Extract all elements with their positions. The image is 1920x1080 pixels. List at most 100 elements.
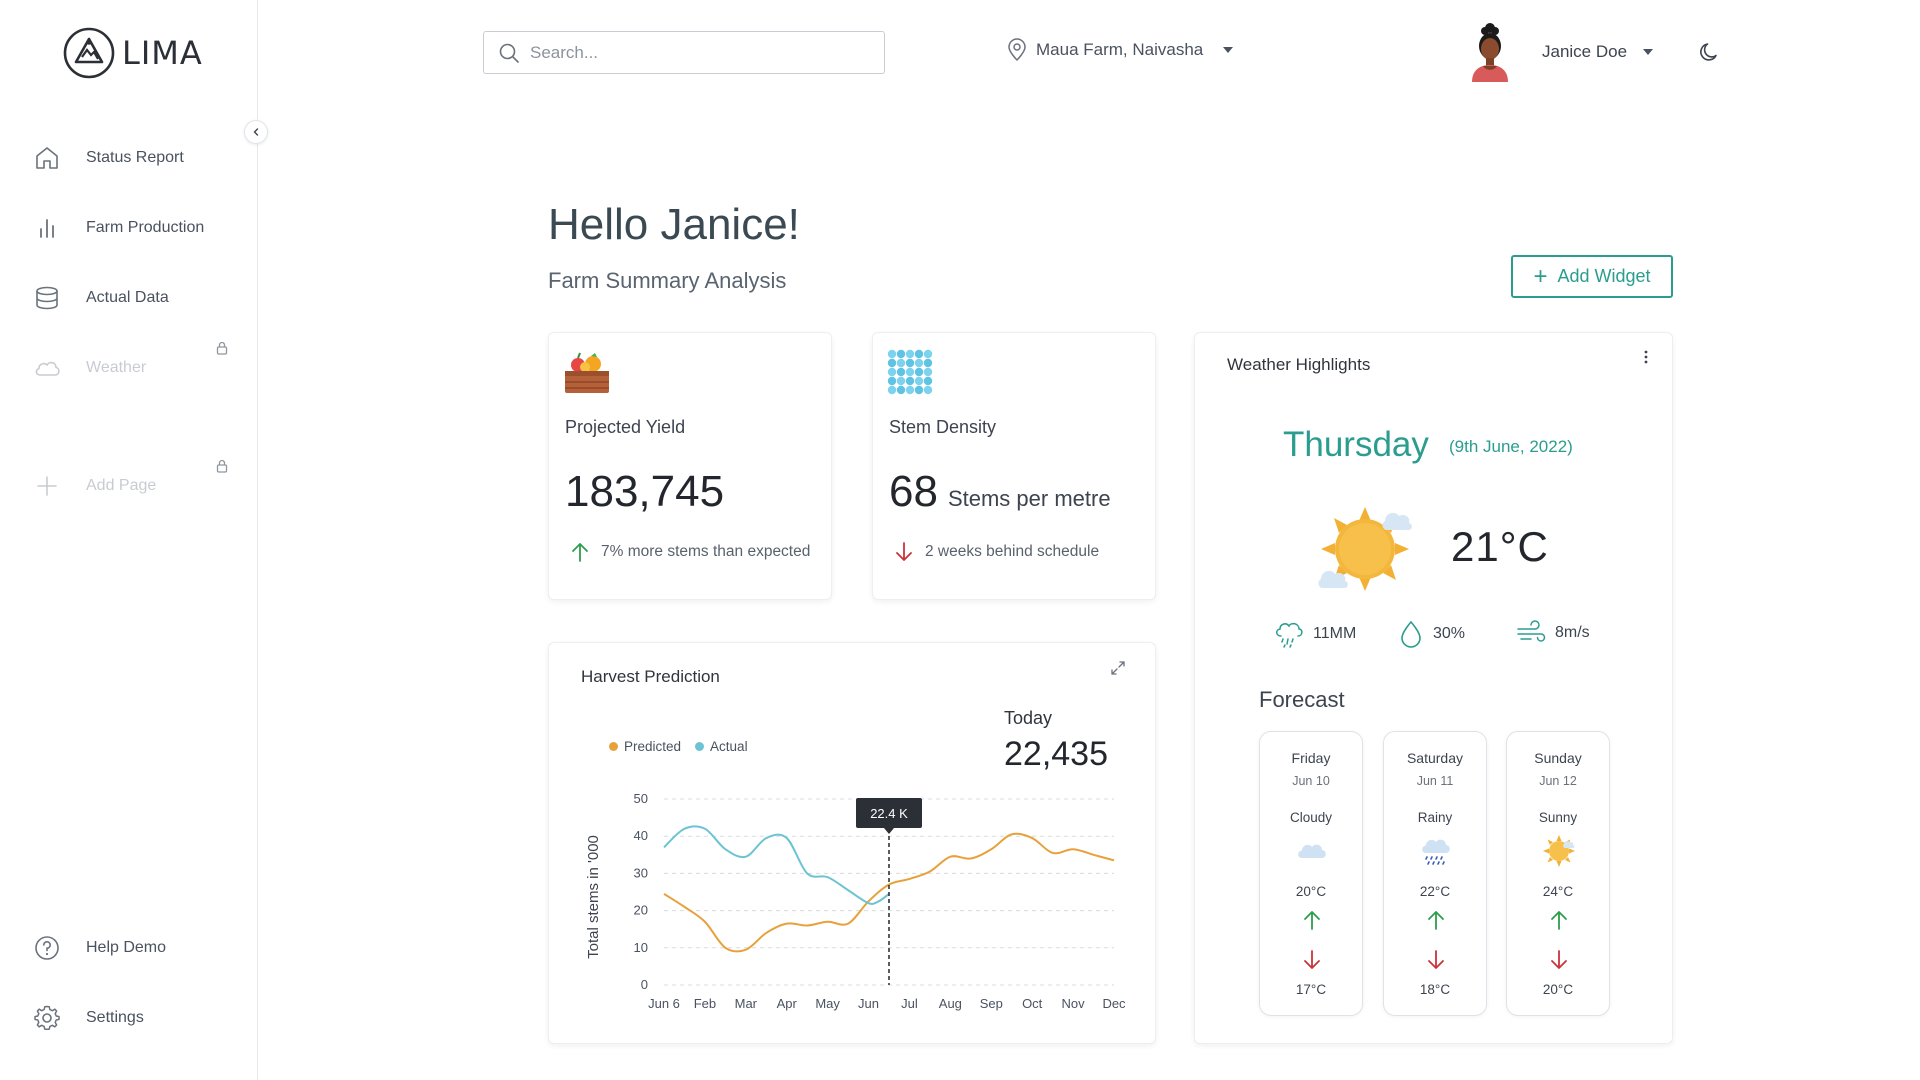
today-label: Today [1004, 708, 1053, 728]
legend-item-actual: Actual [695, 739, 748, 754]
x-tick-label: Jun [858, 996, 879, 1011]
x-tick-label: Aug [939, 996, 962, 1011]
expand-icon[interactable] [1109, 659, 1127, 677]
x-tick-label: Dec [1102, 996, 1126, 1011]
harvest-prediction-card: Harvest Prediction Predicted Actual Toda… [548, 642, 1156, 1044]
caret-down-icon [1223, 47, 1234, 53]
sidebar-item-label: Actual Data [86, 289, 169, 306]
sidebar-item-settings[interactable]: Settings [32, 1000, 144, 1036]
gear-icon [34, 1005, 60, 1030]
chevron-left-icon [253, 128, 259, 136]
sun-cloud-icon [1318, 507, 1412, 591]
y-tick-label: 20 [634, 903, 648, 918]
kpi-value: 183,745 [565, 467, 724, 517]
forecast-card-sunday[interactable]: Sunday Jun 12 Sunny 24°C 20°C [1506, 731, 1610, 1016]
today-value: 22,435 [1004, 735, 1108, 773]
forecast-condition: Cloudy [1289, 810, 1333, 825]
caret-down-icon [1643, 49, 1654, 55]
y-tick-label: 30 [634, 865, 648, 880]
forecast-card-saturday[interactable]: Saturday Jun 11 Rainy 22°C 18°C [1383, 731, 1487, 1016]
sidebar: LIMA Status Report Farm Production Actua… [0, 0, 258, 1080]
kpi-unit: Stems per metre [947, 486, 1111, 511]
cloud-icon [35, 361, 60, 376]
arrow-down-icon [896, 542, 912, 561]
y-axis-label: Total stems in '000 [585, 835, 602, 959]
forecast-day: Sunday [1534, 750, 1582, 766]
x-tick-label: Jul [901, 996, 918, 1011]
kpi-note-text: 7% more stems than expected [601, 543, 811, 560]
weather-day: Thursday [1283, 425, 1429, 464]
search-input[interactable] [530, 42, 860, 63]
user-menu[interactable]: Janice Doe [1466, 22, 1655, 82]
database-icon [36, 286, 58, 310]
forecast-high: 24°C [1542, 884, 1574, 899]
wind-icon [1517, 620, 1546, 642]
card-title: Harvest Prediction [581, 667, 720, 686]
y-tick-label: 50 [634, 791, 648, 806]
projected-yield-card: Projected Yield 183,745 7% more stems th… [548, 332, 832, 600]
app-name: LIMA [122, 34, 203, 72]
app-logo[interactable]: LIMA [62, 26, 203, 80]
location-selector[interactable]: Maua Farm, Naivasha [1006, 38, 1235, 62]
x-tick-label: Apr [777, 996, 798, 1011]
y-tick-label: 0 [641, 977, 648, 992]
fruit-basket-icon [565, 352, 609, 393]
user-name: Janice Doe [1542, 42, 1628, 61]
forecast-card-friday[interactable]: Friday Jun 10 Cloudy 20°C 17°C [1259, 731, 1363, 1016]
cloud-icon [1298, 844, 1326, 858]
current-temperature: 21°C [1451, 523, 1549, 570]
y-tick-label: 40 [634, 828, 648, 843]
collapse-sidebar-button[interactable] [244, 120, 268, 144]
bar-chart-icon [40, 219, 54, 238]
sidebar-item-label: Farm Production [86, 219, 205, 236]
rain-icon [1276, 622, 1303, 648]
legend-item-predicted: Predicted [609, 739, 681, 754]
sidebar-item-add-page[interactable]: Add Page [32, 468, 156, 504]
add-widget-label: Add Widget [1557, 266, 1651, 286]
precipitation-metric: 11MM [1273, 619, 1356, 649]
sidebar-item-farm-production[interactable]: Farm Production [32, 210, 204, 246]
more-vertical-icon[interactable] [1642, 349, 1650, 367]
sidebar-item-help-demo[interactable]: Help Demo [32, 930, 166, 966]
sidebar-item-weather[interactable]: Weather [32, 350, 146, 386]
arrow-down-icon [1551, 950, 1567, 969]
forecast-low: 18°C [1419, 982, 1451, 997]
moon-icon[interactable] [1697, 40, 1721, 64]
weather-date: (9th June, 2022) [1449, 437, 1573, 456]
series-line-predicted [663, 832, 1115, 953]
chart-legend: Predicted Actual [609, 739, 762, 754]
sidebar-item-label: Settings [86, 1009, 144, 1026]
lock-icon [216, 459, 228, 473]
location-pin-icon [1008, 38, 1026, 62]
weather-highlights-card: Weather Highlights Thursday (9th June, 2… [1194, 332, 1673, 1044]
forecast-title: Forecast [1259, 687, 1345, 712]
metric-value: 11MM [1313, 625, 1357, 642]
arrow-up-icon [1551, 911, 1567, 930]
lima-logo-icon [63, 27, 115, 79]
sidebar-item-actual-data[interactable]: Actual Data [32, 280, 169, 316]
add-widget-button[interactable]: + Add Widget [1511, 255, 1673, 298]
plus-icon [37, 476, 57, 496]
x-tick-label: Feb [694, 996, 716, 1011]
droplet-icon [1401, 620, 1421, 648]
forecast-day: Friday [1291, 750, 1331, 766]
card-title: Weather Highlights [1227, 355, 1371, 374]
sidebar-item-label: Add Page [86, 477, 157, 494]
kpi-note-text: 2 weeks behind schedule [925, 543, 1100, 560]
rain-cloud-icon [1422, 839, 1450, 865]
legend-label: Actual [710, 739, 748, 754]
sidebar-item-label: Status Report [86, 149, 184, 166]
forecast-date: Jun 12 [1539, 774, 1577, 788]
metric-value: 30% [1433, 625, 1466, 642]
sidebar-item-status-report[interactable]: Status Report [32, 140, 184, 176]
forecast-low: 17°C [1295, 982, 1327, 997]
arrow-down-icon [1304, 950, 1320, 969]
forecast-date: Jun 11 [1416, 774, 1454, 788]
location-label: Maua Farm, Naivasha [1036, 40, 1204, 59]
arrow-down-icon [1428, 950, 1444, 969]
x-tick-label: Sep [980, 996, 1003, 1011]
home-icon [36, 147, 58, 169]
page-title: Hello Janice! [548, 200, 800, 249]
x-tick-label: Mar [735, 996, 758, 1011]
forecast-high: 22°C [1419, 884, 1451, 899]
